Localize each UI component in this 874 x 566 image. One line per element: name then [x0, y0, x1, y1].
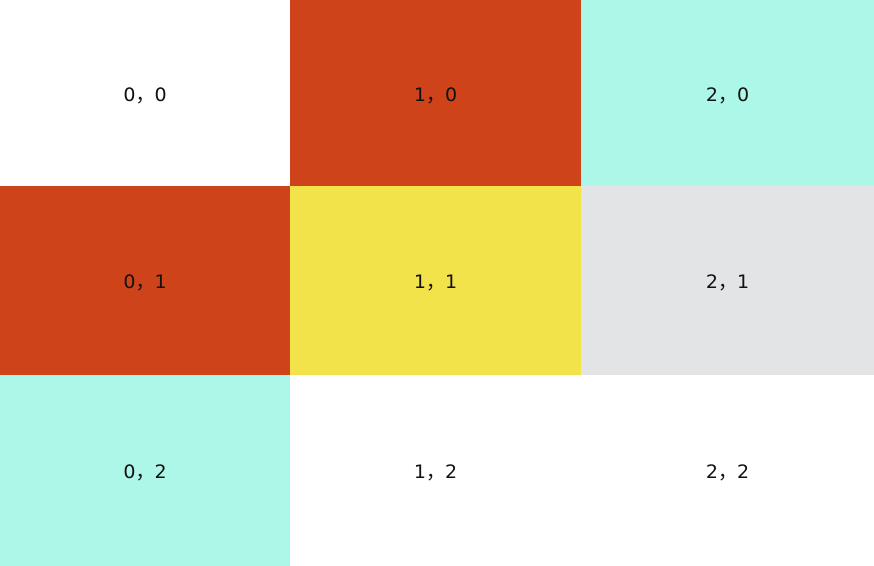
grid-cell-0-0: 0，0: [0, 0, 290, 186]
grid-cell-2-1: 2，1: [581, 186, 874, 375]
grid-cell-1-2: 1，2: [290, 375, 581, 566]
grid-cell-0-1: 0，1: [0, 186, 290, 375]
grid-cell-2-2: 2，2: [581, 375, 874, 566]
grid-cell-2-0: 2，0: [581, 0, 874, 186]
grid-cell-1-0: 1，0: [290, 0, 581, 186]
grid-cell-0-2: 0，2: [0, 375, 290, 566]
grid-cell-1-1: 1，1: [290, 186, 581, 375]
